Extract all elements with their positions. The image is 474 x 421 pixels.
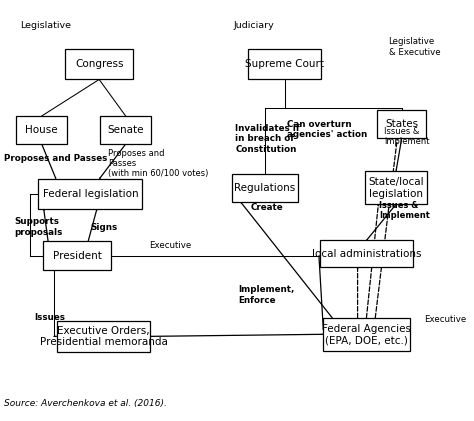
FancyBboxPatch shape	[100, 116, 151, 144]
FancyBboxPatch shape	[365, 171, 427, 204]
Text: local administrations: local administrations	[312, 249, 421, 259]
Text: Issues: Issues	[34, 313, 65, 322]
FancyBboxPatch shape	[320, 240, 413, 267]
Text: Legislative
& Executive: Legislative & Executive	[389, 37, 440, 56]
Text: President: President	[53, 251, 101, 261]
Text: Executive: Executive	[149, 241, 191, 250]
Text: Executive: Executive	[424, 315, 466, 324]
FancyBboxPatch shape	[65, 48, 133, 80]
Text: Proposes and Passes: Proposes and Passes	[4, 155, 108, 163]
FancyBboxPatch shape	[248, 49, 321, 79]
Text: Supreme Court: Supreme Court	[245, 59, 324, 69]
FancyBboxPatch shape	[232, 174, 298, 202]
FancyBboxPatch shape	[38, 179, 142, 209]
Text: Can overturn
agencies' action: Can overturn agencies' action	[287, 120, 367, 139]
Text: Create: Create	[251, 203, 283, 212]
Text: Issues &
Implement: Issues & Implement	[379, 201, 429, 220]
Text: Federal legislation: Federal legislation	[43, 189, 138, 199]
FancyBboxPatch shape	[57, 321, 150, 352]
Text: States: States	[385, 119, 419, 129]
Text: Source: Averchenkova et al. (2016).: Source: Averchenkova et al. (2016).	[4, 399, 167, 408]
Text: Invalidates if
in breach of
Constitution: Invalidates if in breach of Constitution	[235, 124, 300, 154]
FancyBboxPatch shape	[323, 318, 410, 351]
Text: Proposes and
Passes
(with min 60/100 votes): Proposes and Passes (with min 60/100 vot…	[108, 149, 209, 179]
Text: Senate: Senate	[108, 125, 144, 135]
Text: Executive Orders,
Presidential memoranda: Executive Orders, Presidential memoranda	[40, 325, 167, 347]
Text: Signs: Signs	[91, 223, 118, 232]
Text: Congress: Congress	[75, 59, 123, 69]
Text: Implement,
Enforce: Implement, Enforce	[238, 285, 295, 305]
Text: Judiciary: Judiciary	[234, 21, 274, 29]
Text: Regulations: Regulations	[234, 183, 295, 193]
Text: Legislative: Legislative	[19, 21, 71, 29]
FancyBboxPatch shape	[377, 110, 426, 138]
Text: House: House	[26, 125, 58, 135]
Text: State/local
legislation: State/local legislation	[368, 177, 424, 199]
Text: Issues &
implement: Issues & implement	[384, 127, 429, 146]
Text: Federal Agencies
(EPA, DOE, etc.): Federal Agencies (EPA, DOE, etc.)	[322, 323, 411, 345]
FancyBboxPatch shape	[16, 116, 67, 144]
Text: Supports
proposals: Supports proposals	[14, 217, 62, 237]
FancyBboxPatch shape	[43, 242, 111, 270]
